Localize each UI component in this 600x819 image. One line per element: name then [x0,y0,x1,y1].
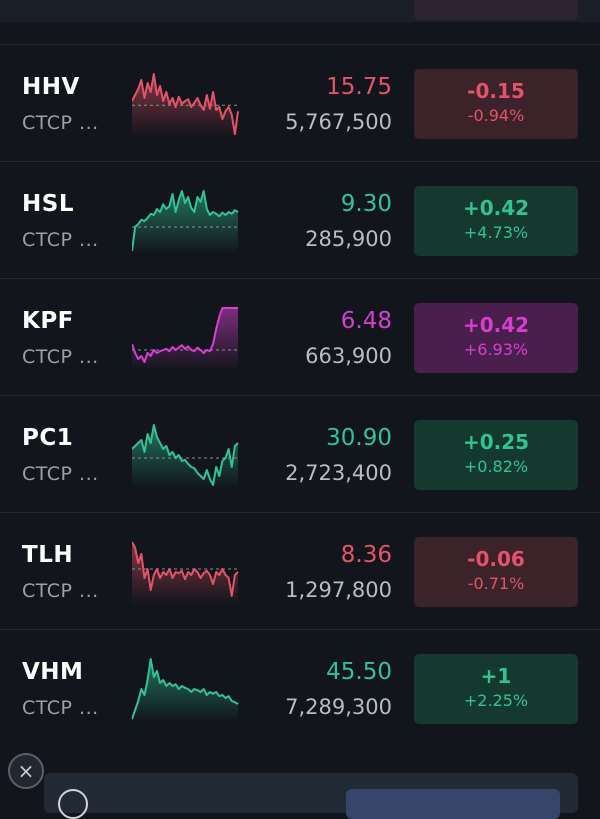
sparkline-line [132,658,239,720]
stock-price: 45.50 [326,659,392,685]
stock-ticker: KPF [22,308,74,334]
stock-price: 15.75 [326,74,392,100]
stock-list: HHV CTCP ... 15.75 5,767,500 -0.15 -0.94… [0,44,600,746]
stock-row[interactable]: TLH CTCP ... 8.36 1,297,800 -0.06 -0.71% [0,512,600,629]
stock-row[interactable]: HHV CTCP ... 15.75 5,767,500 -0.15 -0.94… [0,44,600,161]
change-value: -0.06 [467,547,525,571]
sparkline-line [132,307,238,363]
close-icon[interactable]: × [8,753,44,789]
sparkline-area [132,191,238,254]
stock-volume: 5,767,500 [285,110,392,134]
stock-row[interactable]: VHM CTCP ... 45.50 7,289,300 +1 +2.25% [0,629,600,746]
stock-company-name: CTCP ... [22,112,99,134]
change-value: +0.42 [462,313,530,337]
stock-row[interactable]: HSL CTCP ... 9.30 285,900 +0.42 +4.73% [0,161,600,278]
change-value: +0.42 [462,196,530,220]
sparkline-line [132,424,239,486]
change-badge[interactable]: +1 +2.25% [414,654,578,724]
change-percent: -0.71% [467,574,525,593]
sparkline-line [132,73,239,135]
change-value: +0.25 [462,430,530,454]
sparkline-line [132,541,239,597]
stock-price: 30.90 [326,425,392,451]
sparkline-chart [132,73,240,137]
top-bar [0,0,600,22]
stock-company-name: CTCP ... [22,697,99,719]
stock-price: 9.30 [340,191,392,217]
stock-ticker: HSL [22,191,74,217]
change-percent: +4.73% [463,223,529,242]
stock-volume: 663,900 [305,344,392,368]
change-badge[interactable]: +0.42 +6.93% [414,303,578,373]
stock-ticker: HHV [22,74,80,100]
stock-row[interactable]: PC1 CTCP ... 30.90 2,723,400 +0.25 +0.82… [0,395,600,512]
sparkline-chart [132,307,240,371]
stock-company-name: CTCP ... [22,229,99,251]
previous-change-badge[interactable] [414,0,578,20]
change-badge[interactable]: -0.15 -0.94% [414,69,578,139]
sparkline-area [132,74,238,137]
change-value: +1 [480,664,512,688]
sparkline-chart [132,424,240,488]
stock-price: 6.48 [340,308,392,334]
bottom-panel [44,773,578,819]
avatar[interactable] [58,789,88,819]
sparkline-line [132,190,239,252]
change-percent: +6.93% [463,340,529,359]
stock-volume: 2,723,400 [285,461,392,485]
stock-price: 8.36 [340,542,392,568]
stock-ticker: PC1 [22,425,74,451]
change-badge[interactable]: +0.42 +4.73% [414,186,578,256]
stock-ticker: VHM [22,659,84,685]
stock-ticker: TLH [22,542,74,568]
change-percent: -0.94% [467,106,525,125]
stock-volume: 7,289,300 [285,695,392,719]
sparkline-area [132,659,238,722]
sparkline-area [132,308,238,371]
sparkline-chart [132,541,240,605]
bottom-action-button[interactable] [346,789,560,819]
change-percent: +2.25% [463,691,529,710]
sparkline-chart [132,658,239,722]
stock-row[interactable]: KPF CTCP ... 6.48 663,900 +0.42 +6.93% [0,278,600,395]
change-value: -0.15 [467,79,525,103]
change-percent: +0.82% [463,457,529,476]
stock-company-name: CTCP ... [22,580,99,602]
stock-company-name: CTCP ... [22,463,99,485]
sparkline-chart [132,190,240,254]
stock-company-name: CTCP ... [22,346,99,368]
change-badge[interactable]: -0.06 -0.71% [414,537,578,607]
stock-volume: 1,297,800 [285,578,392,602]
change-badge[interactable]: +0.25 +0.82% [414,420,578,490]
stock-volume: 285,900 [305,227,392,251]
sparkline-area [132,542,238,605]
